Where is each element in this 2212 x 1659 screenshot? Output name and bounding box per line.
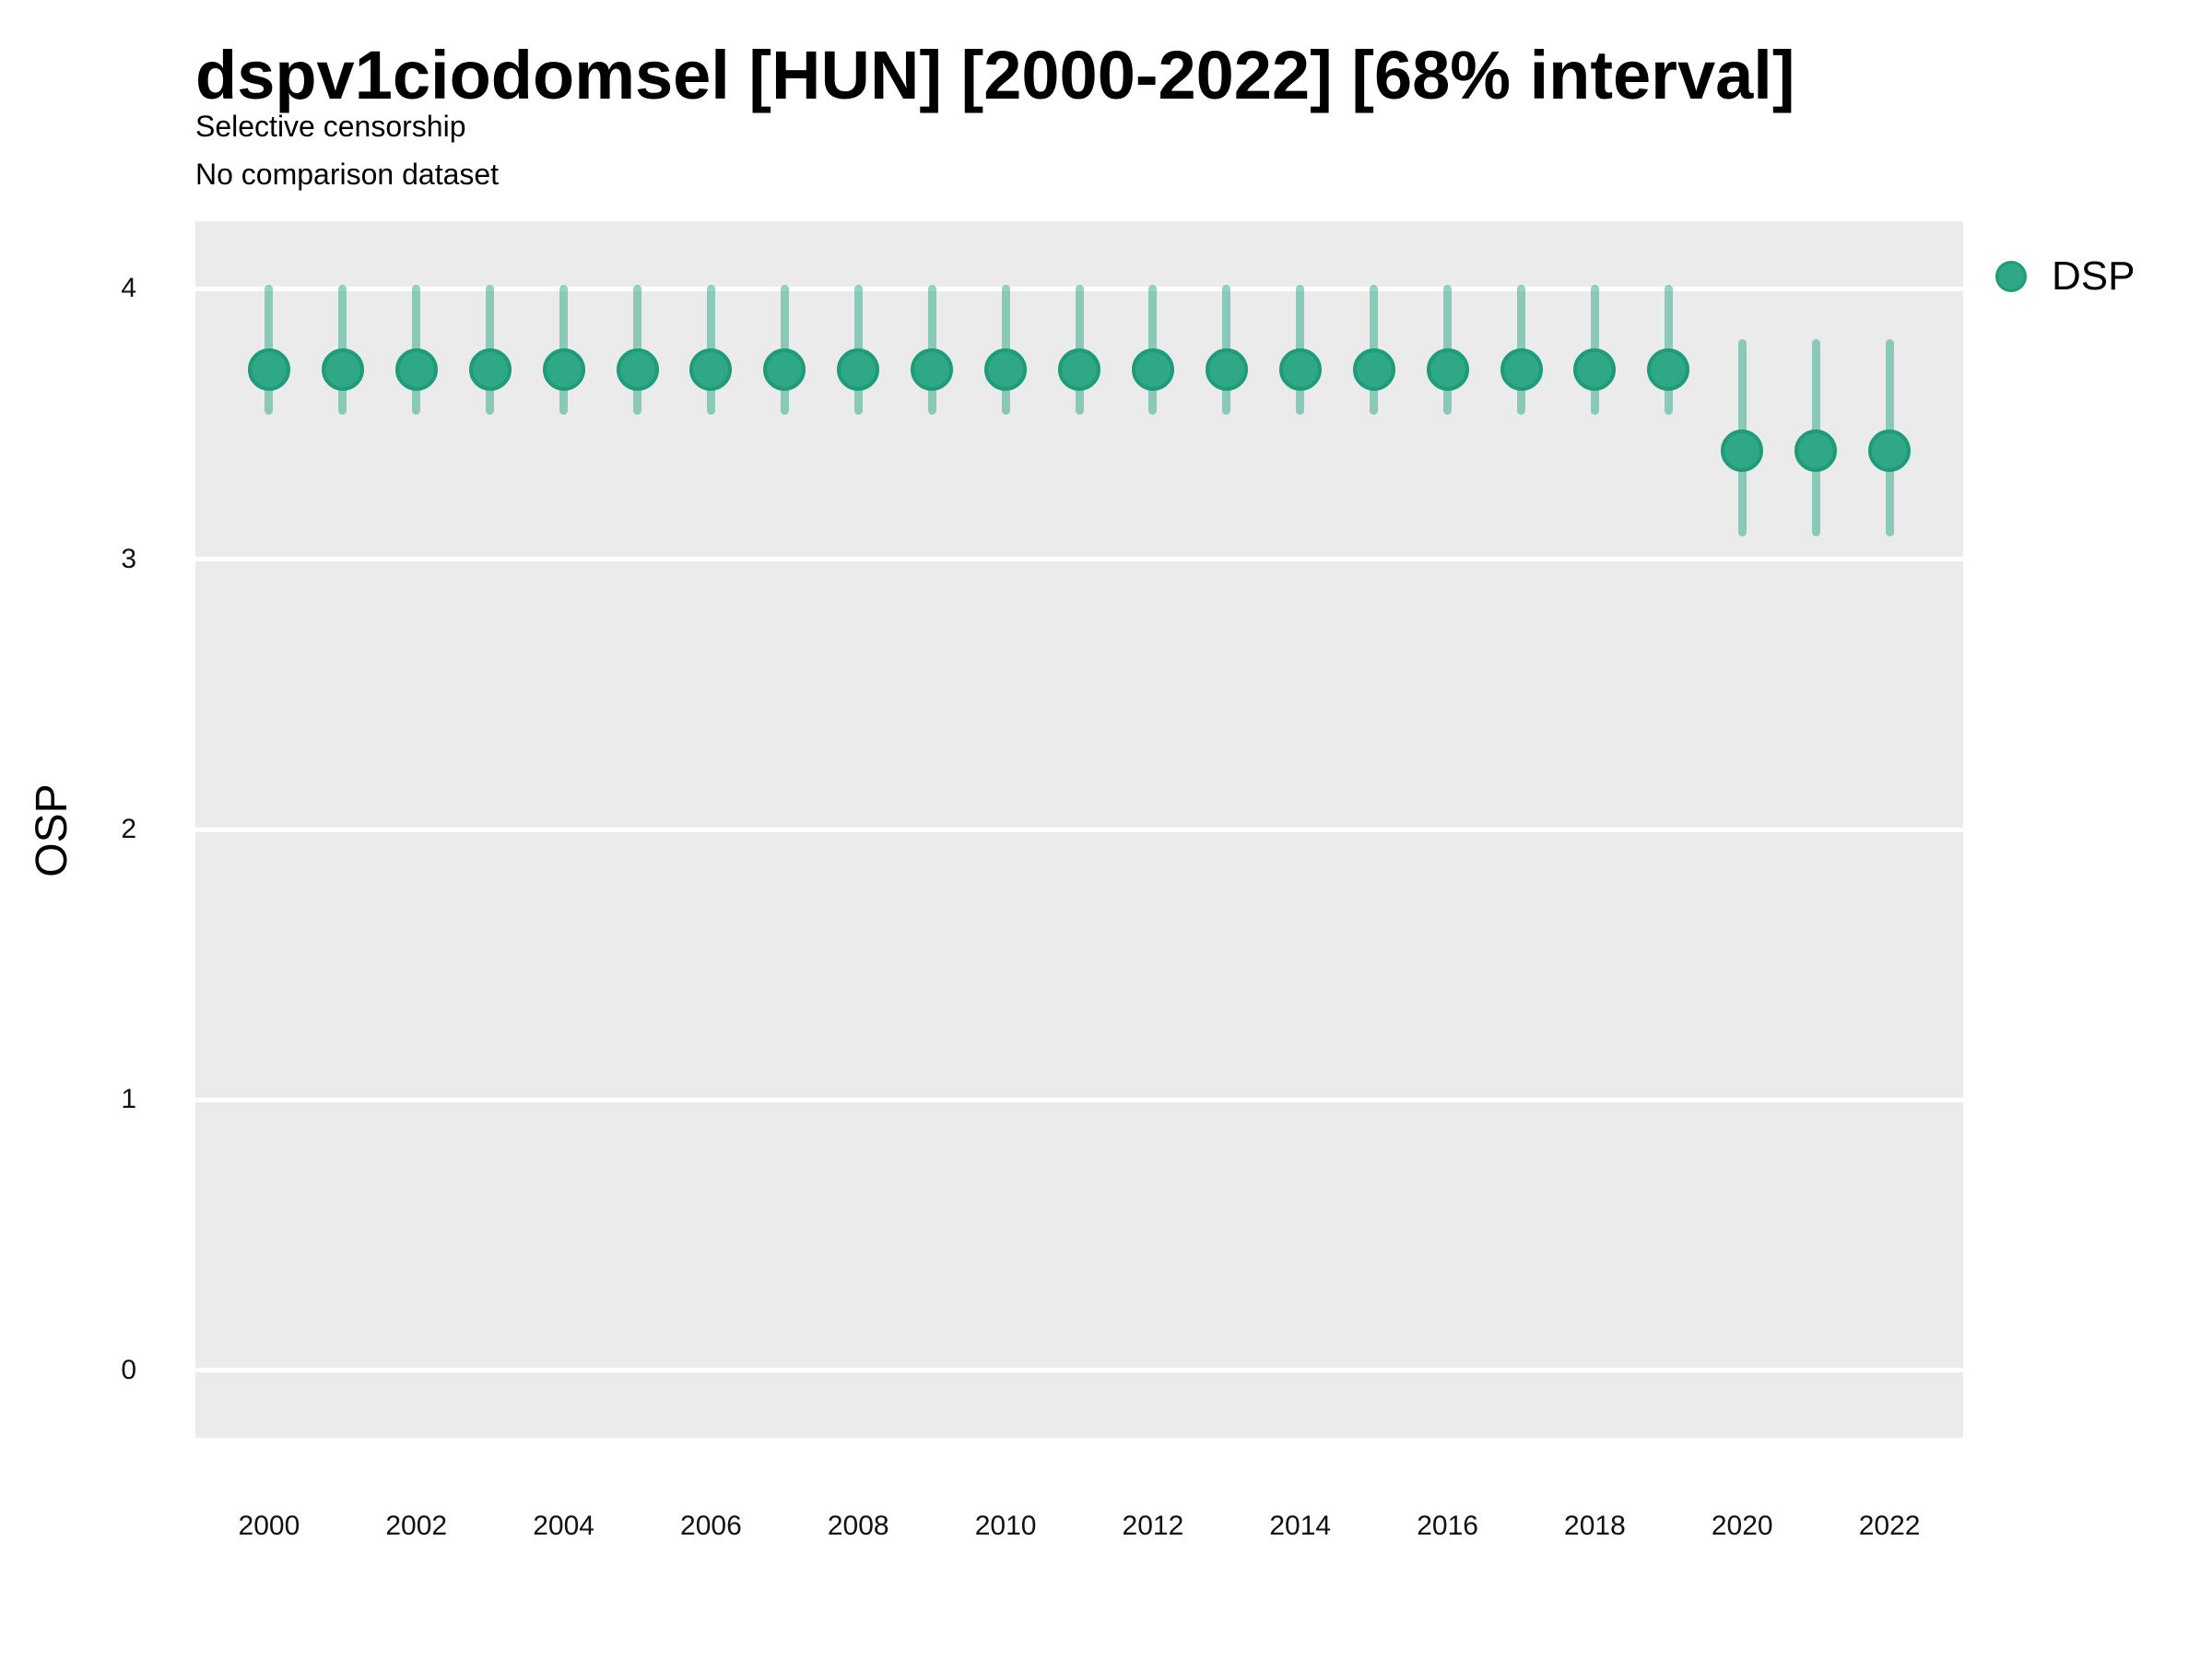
data-point [542, 348, 585, 392]
data-point [1794, 429, 1838, 473]
x-tick-label: 2016 [1417, 1511, 1478, 1541]
y-tick-label: 0 [121, 1354, 136, 1385]
data-point [468, 348, 512, 392]
data-point [247, 348, 290, 392]
y-tick-label: 2 [121, 814, 136, 844]
y-tick-label: 1 [121, 1084, 136, 1115]
x-tick-label: 2004 [533, 1511, 594, 1541]
data-point [1721, 429, 1764, 473]
data-point [616, 348, 659, 392]
major-gridline [195, 1097, 1963, 1102]
x-tick-label: 2012 [1122, 1511, 1184, 1541]
data-point [1352, 348, 1395, 392]
x-tick-label: 2022 [1858, 1511, 1921, 1541]
data-point [1278, 348, 1322, 392]
data-point [984, 348, 1028, 392]
y-tick-label: 4 [121, 273, 136, 304]
data-point [911, 348, 954, 392]
x-tick-label: 2018 [1564, 1511, 1626, 1541]
major-gridline [195, 827, 1963, 832]
x-tick-label: 2000 [238, 1511, 300, 1541]
data-point [1205, 348, 1248, 392]
data-point [1573, 348, 1617, 392]
data-point [1131, 348, 1174, 392]
data-point [1058, 348, 1100, 392]
data-point [689, 348, 733, 392]
data-point [1647, 348, 1690, 392]
chart-title: dspv1ciodomsel [HUN] [2000-2022] [68% in… [195, 37, 1795, 113]
data-point [394, 348, 438, 392]
plot-panel [195, 221, 1963, 1438]
x-tick-label: 2008 [827, 1511, 889, 1541]
chart-subtitle: Selective censorship [195, 110, 466, 143]
data-point [1426, 348, 1469, 392]
major-gridline [195, 1368, 1963, 1373]
data-point [837, 348, 880, 392]
x-tick-label: 2014 [1269, 1511, 1332, 1541]
x-tick-label: 2006 [680, 1511, 742, 1541]
data-point [763, 348, 806, 392]
legend-label: DSP [2052, 253, 2136, 299]
major-gridline [195, 557, 1963, 562]
data-point [1868, 429, 1912, 473]
data-point [321, 348, 364, 392]
y-tick-label: 3 [121, 543, 136, 574]
x-tick-label: 2002 [385, 1511, 448, 1541]
legend-point-icon [1995, 261, 2027, 292]
x-tick-label: 2010 [974, 1511, 1037, 1541]
chart-note: No comparison dataset [195, 158, 500, 191]
data-point [1500, 348, 1543, 392]
x-tick-label: 2020 [1711, 1511, 1773, 1541]
